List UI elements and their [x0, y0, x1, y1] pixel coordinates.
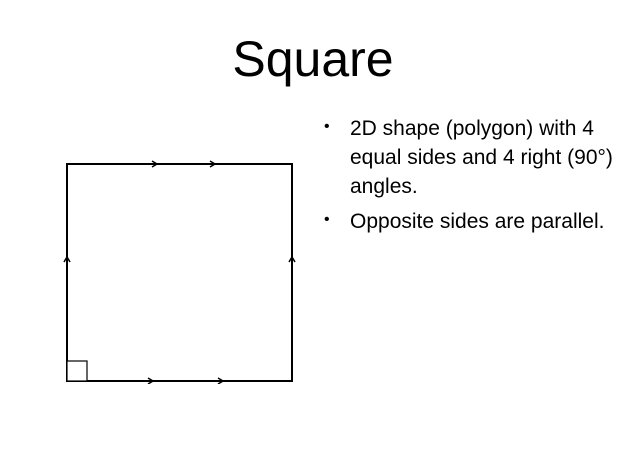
parallel-arrow-left: [63, 255, 71, 266]
parallel-arrow-bottom-2: [180, 377, 225, 384]
bullet-text: 2D shape (polygon) with 4 equal sides an…: [350, 117, 613, 198]
bullet-dot-icon: •: [324, 211, 330, 228]
parallel-arrow-right: [288, 255, 296, 266]
bullet-text: Opposite sides are parallel.: [350, 210, 605, 233]
parallel-arrow-top-1: [122, 160, 159, 168]
right-angle-marker: [66, 360, 88, 382]
slide-title: Square: [232, 31, 394, 87]
bullet-list: • 2D shape (polygon) with 4 equal sides …: [324, 114, 614, 242]
bullet-item: • Opposite sides are parallel.: [324, 207, 614, 236]
parallel-arrow-top-2: [180, 160, 217, 168]
bullet-dot-icon: •: [324, 118, 330, 135]
bullet-item: • 2D shape (polygon) with 4 equal sides …: [324, 114, 614, 201]
parallel-arrow-bottom-1: [116, 377, 155, 384]
square-outline: [66, 163, 293, 382]
square-diagram: [63, 160, 296, 384]
